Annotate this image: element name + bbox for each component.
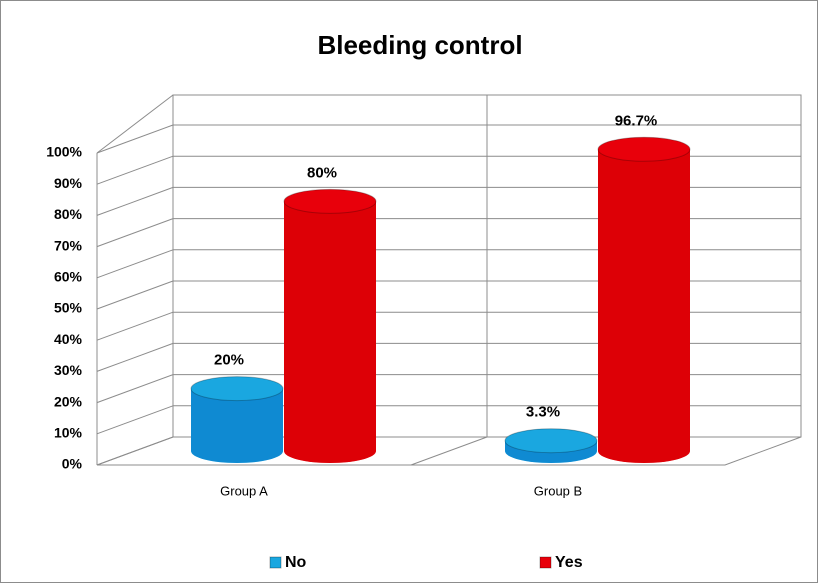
y-tick-label: 60% <box>54 269 83 285</box>
side-grid-line <box>96 311 174 341</box>
bar <box>190 376 284 463</box>
value-label: 96.7% <box>615 112 658 129</box>
value-label: 20% <box>214 352 244 369</box>
chart-title: Bleeding control <box>317 30 522 60</box>
y-tick-label: 40% <box>54 331 83 347</box>
side-grid-line <box>96 342 174 372</box>
y-tick-label: 100% <box>46 144 82 160</box>
bar <box>504 428 598 463</box>
side-grid-line <box>96 436 174 466</box>
y-tick-label: 80% <box>54 206 83 222</box>
side-grid-line <box>96 186 174 216</box>
side-grid-line <box>96 218 174 248</box>
bar <box>597 136 691 463</box>
x-tick-label: Group A <box>220 483 268 498</box>
legend-label: No <box>285 554 307 571</box>
side-grid-line <box>96 124 174 154</box>
floor-divider <box>410 436 488 466</box>
value-label: 3.3% <box>526 404 560 421</box>
y-tick-label: 70% <box>54 237 83 253</box>
side-wall-edge <box>96 94 174 154</box>
y-tick-label: 0% <box>62 456 83 472</box>
y-tick-label: 90% <box>54 175 83 191</box>
y-tick-label: 50% <box>54 300 83 316</box>
y-tick-label: 10% <box>54 425 83 441</box>
legend-label: Yes <box>555 554 583 571</box>
value-label: 80% <box>307 164 337 181</box>
x-tick-label: Group B <box>534 483 582 498</box>
side-grid-line <box>96 155 174 185</box>
y-tick-label: 20% <box>54 393 83 409</box>
side-grid-line <box>96 249 174 279</box>
side-grid-line <box>96 405 174 435</box>
y-tick-label: 30% <box>54 362 83 378</box>
legend-marker <box>539 556 552 569</box>
side-grid-line <box>96 280 174 310</box>
side-grid-line <box>96 374 174 404</box>
legend-marker <box>269 556 282 569</box>
bar <box>283 188 377 463</box>
